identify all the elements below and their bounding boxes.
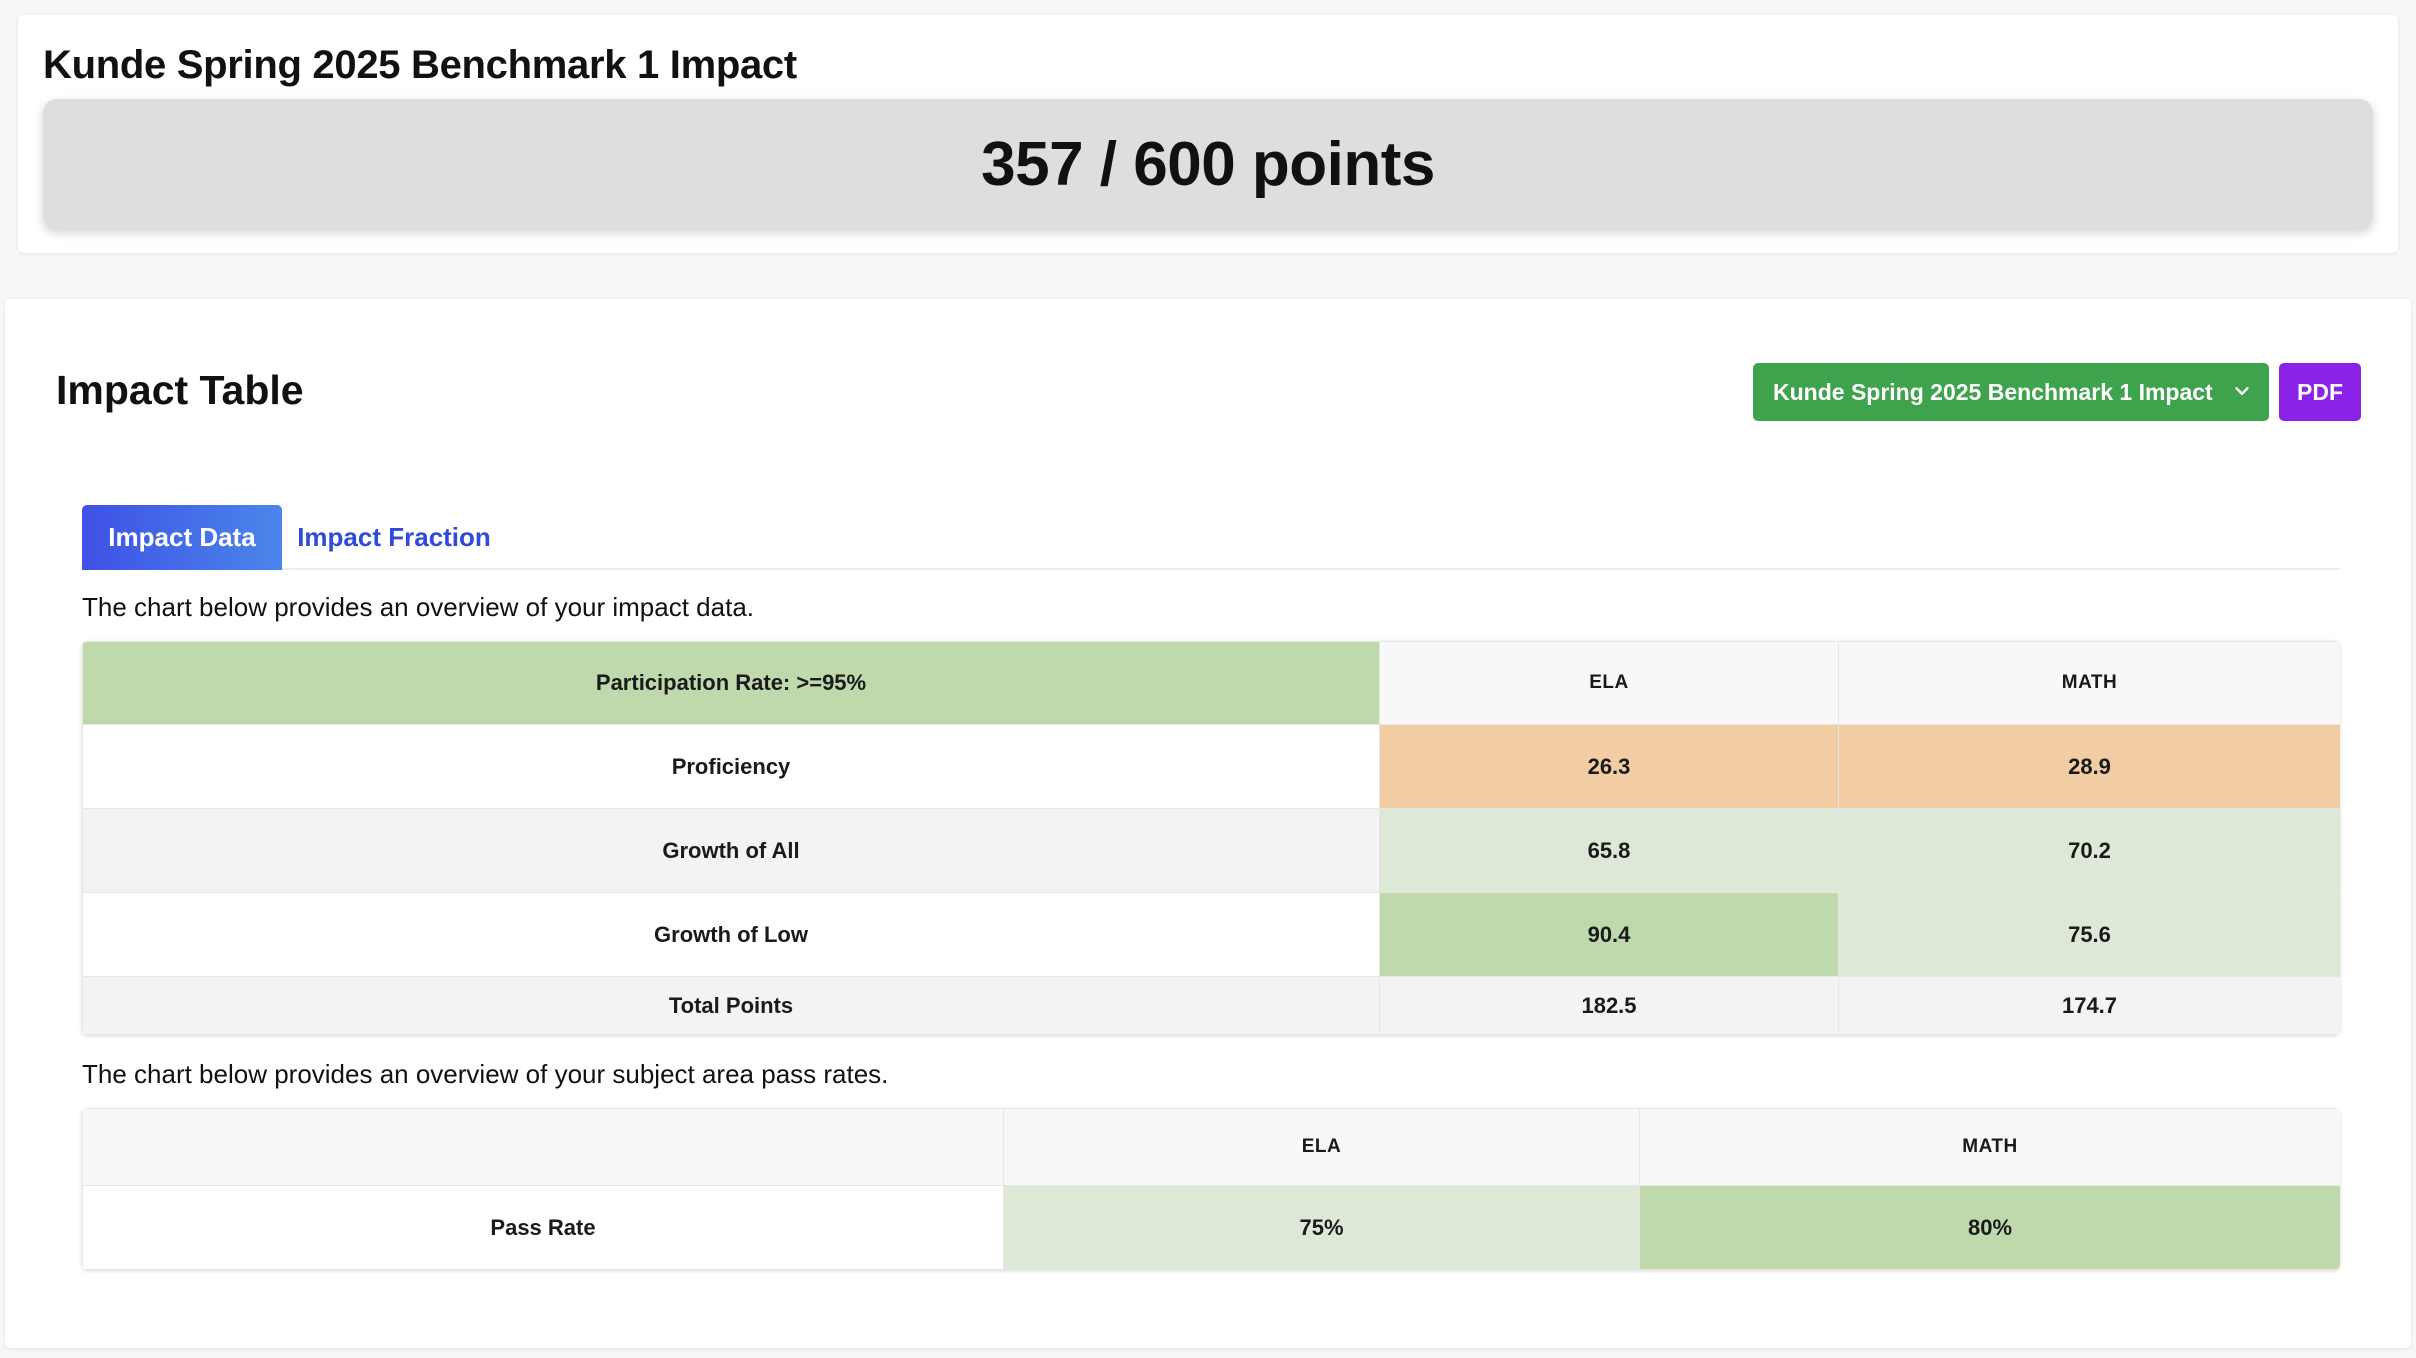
math-total-cell: 174.7 bbox=[1838, 976, 2340, 1035]
score-text: 357 / 600 points bbox=[981, 129, 1435, 199]
ela-column-header: ELA bbox=[1003, 1108, 1640, 1186]
table-header-row: ELA MATH bbox=[82, 1108, 2340, 1186]
report-select-dropdown[interactable]: Kunde Spring 2025 Benchmark 1 Impact bbox=[1753, 363, 2269, 421]
pass-rates-table: ELA MATH Pass Rate 75% 80% bbox=[82, 1108, 2340, 1270]
section-title: Impact Table bbox=[56, 367, 304, 413]
row-label: Proficiency bbox=[82, 724, 1380, 809]
ela-total-cell: 182.5 bbox=[1379, 976, 1839, 1035]
math-value-cell: 70.2 bbox=[1838, 808, 2340, 893]
ela-value-cell: 65.8 bbox=[1379, 808, 1839, 893]
chevron-down-icon bbox=[2235, 387, 2249, 395]
score-summary-box: 357 / 600 points bbox=[43, 99, 2373, 229]
page-title: Kunde Spring 2025 Benchmark 1 Impact bbox=[43, 43, 797, 87]
table-row: Pass Rate 75% 80% bbox=[82, 1185, 2340, 1270]
math-pass-rate-cell: 80% bbox=[1639, 1185, 2340, 1270]
empty-header-cell bbox=[82, 1108, 1004, 1186]
table-row: Proficiency 26.3 28.9 bbox=[82, 724, 2340, 809]
pdf-export-button[interactable]: PDF bbox=[2279, 363, 2361, 421]
participation-rate-header: Participation Rate: >=95% bbox=[82, 641, 1380, 725]
table-row: Growth of Low 90.4 75.6 bbox=[82, 892, 2340, 977]
math-column-header: MATH bbox=[1639, 1108, 2340, 1186]
tab-impact-fraction[interactable]: Impact Fraction bbox=[297, 522, 491, 552]
score-header-card: Kunde Spring 2025 Benchmark 1 Impact 357… bbox=[18, 15, 2398, 253]
impact-table-card: Impact Table Kunde Spring 2025 Benchmark… bbox=[5, 299, 2411, 1348]
pass-rates-caption: The chart below provides an overview of … bbox=[82, 1059, 889, 1089]
ela-value-cell: 90.4 bbox=[1379, 892, 1839, 977]
math-value-cell: 75.6 bbox=[1838, 892, 2340, 977]
table-header-row: Participation Rate: >=95% ELA MATH bbox=[82, 641, 2340, 725]
row-label: Pass Rate bbox=[82, 1185, 1004, 1270]
tab-impact-data[interactable]: Impact Data bbox=[82, 505, 282, 570]
row-label: Growth of All bbox=[82, 808, 1380, 893]
tab-bar: Impact Data Impact Fraction bbox=[82, 505, 2340, 570]
math-value-cell: 28.9 bbox=[1838, 724, 2340, 809]
row-label: Total Points bbox=[82, 976, 1380, 1035]
row-label: Growth of Low bbox=[82, 892, 1380, 977]
total-points-row: Total Points 182.5 174.7 bbox=[82, 976, 2340, 1035]
math-column-header: MATH bbox=[1838, 641, 2340, 725]
impact-data-caption: The chart below provides an overview of … bbox=[82, 592, 755, 622]
impact-data-table: Participation Rate: >=95% ELA MATH Profi… bbox=[82, 641, 2340, 1035]
report-select-value: Kunde Spring 2025 Benchmark 1 Impact bbox=[1773, 378, 2213, 405]
table-row: Growth of All 65.8 70.2 bbox=[82, 808, 2340, 893]
ela-value-cell: 26.3 bbox=[1379, 724, 1839, 809]
ela-pass-rate-cell: 75% bbox=[1003, 1185, 1640, 1270]
ela-column-header: ELA bbox=[1379, 641, 1839, 725]
